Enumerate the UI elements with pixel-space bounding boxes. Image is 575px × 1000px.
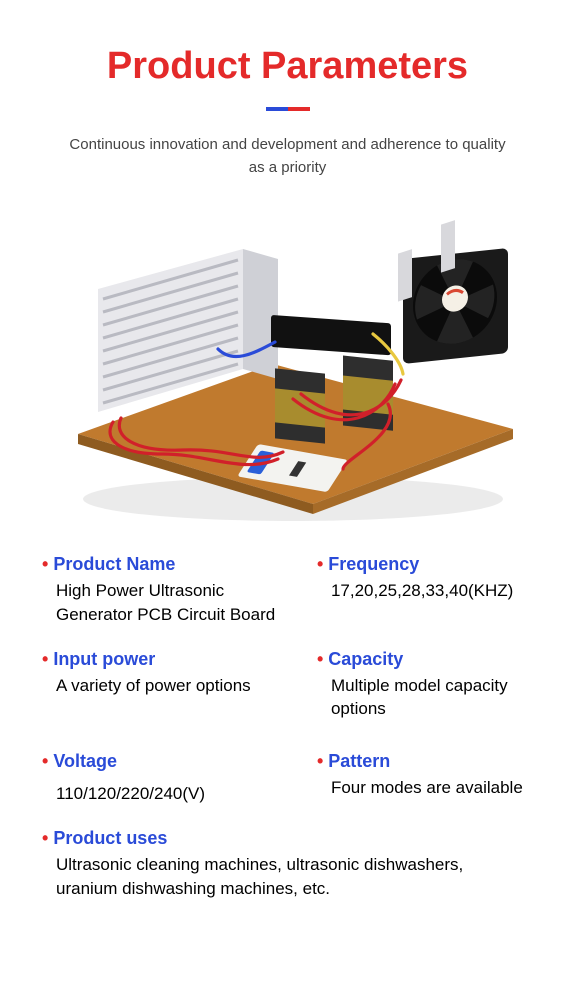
spec-product-name: Product Name High Power Ultrasonic Gener…	[42, 554, 317, 627]
page-title: Product Parameters	[0, 0, 575, 88]
spec-product-uses: Product uses Ultrasonic cleaning machine…	[42, 828, 533, 901]
page-subtitle: Continuous innovation and development an…	[0, 134, 575, 179]
spec-frequency: Frequency 17,20,25,28,33,40(KHZ)	[317, 554, 533, 627]
product-image	[43, 204, 533, 524]
specs-grid: Product Name High Power Ultrasonic Gener…	[0, 554, 575, 923]
spec-voltage: Voltage 110/120/220/240(V)	[42, 751, 317, 806]
spec-input-power: Input power A variety of power options	[42, 649, 317, 722]
spec-pattern: Pattern Four modes are available	[317, 751, 533, 806]
spec-capacity: Capacity Multiple model capacity options	[317, 649, 533, 722]
title-underline	[0, 98, 575, 116]
